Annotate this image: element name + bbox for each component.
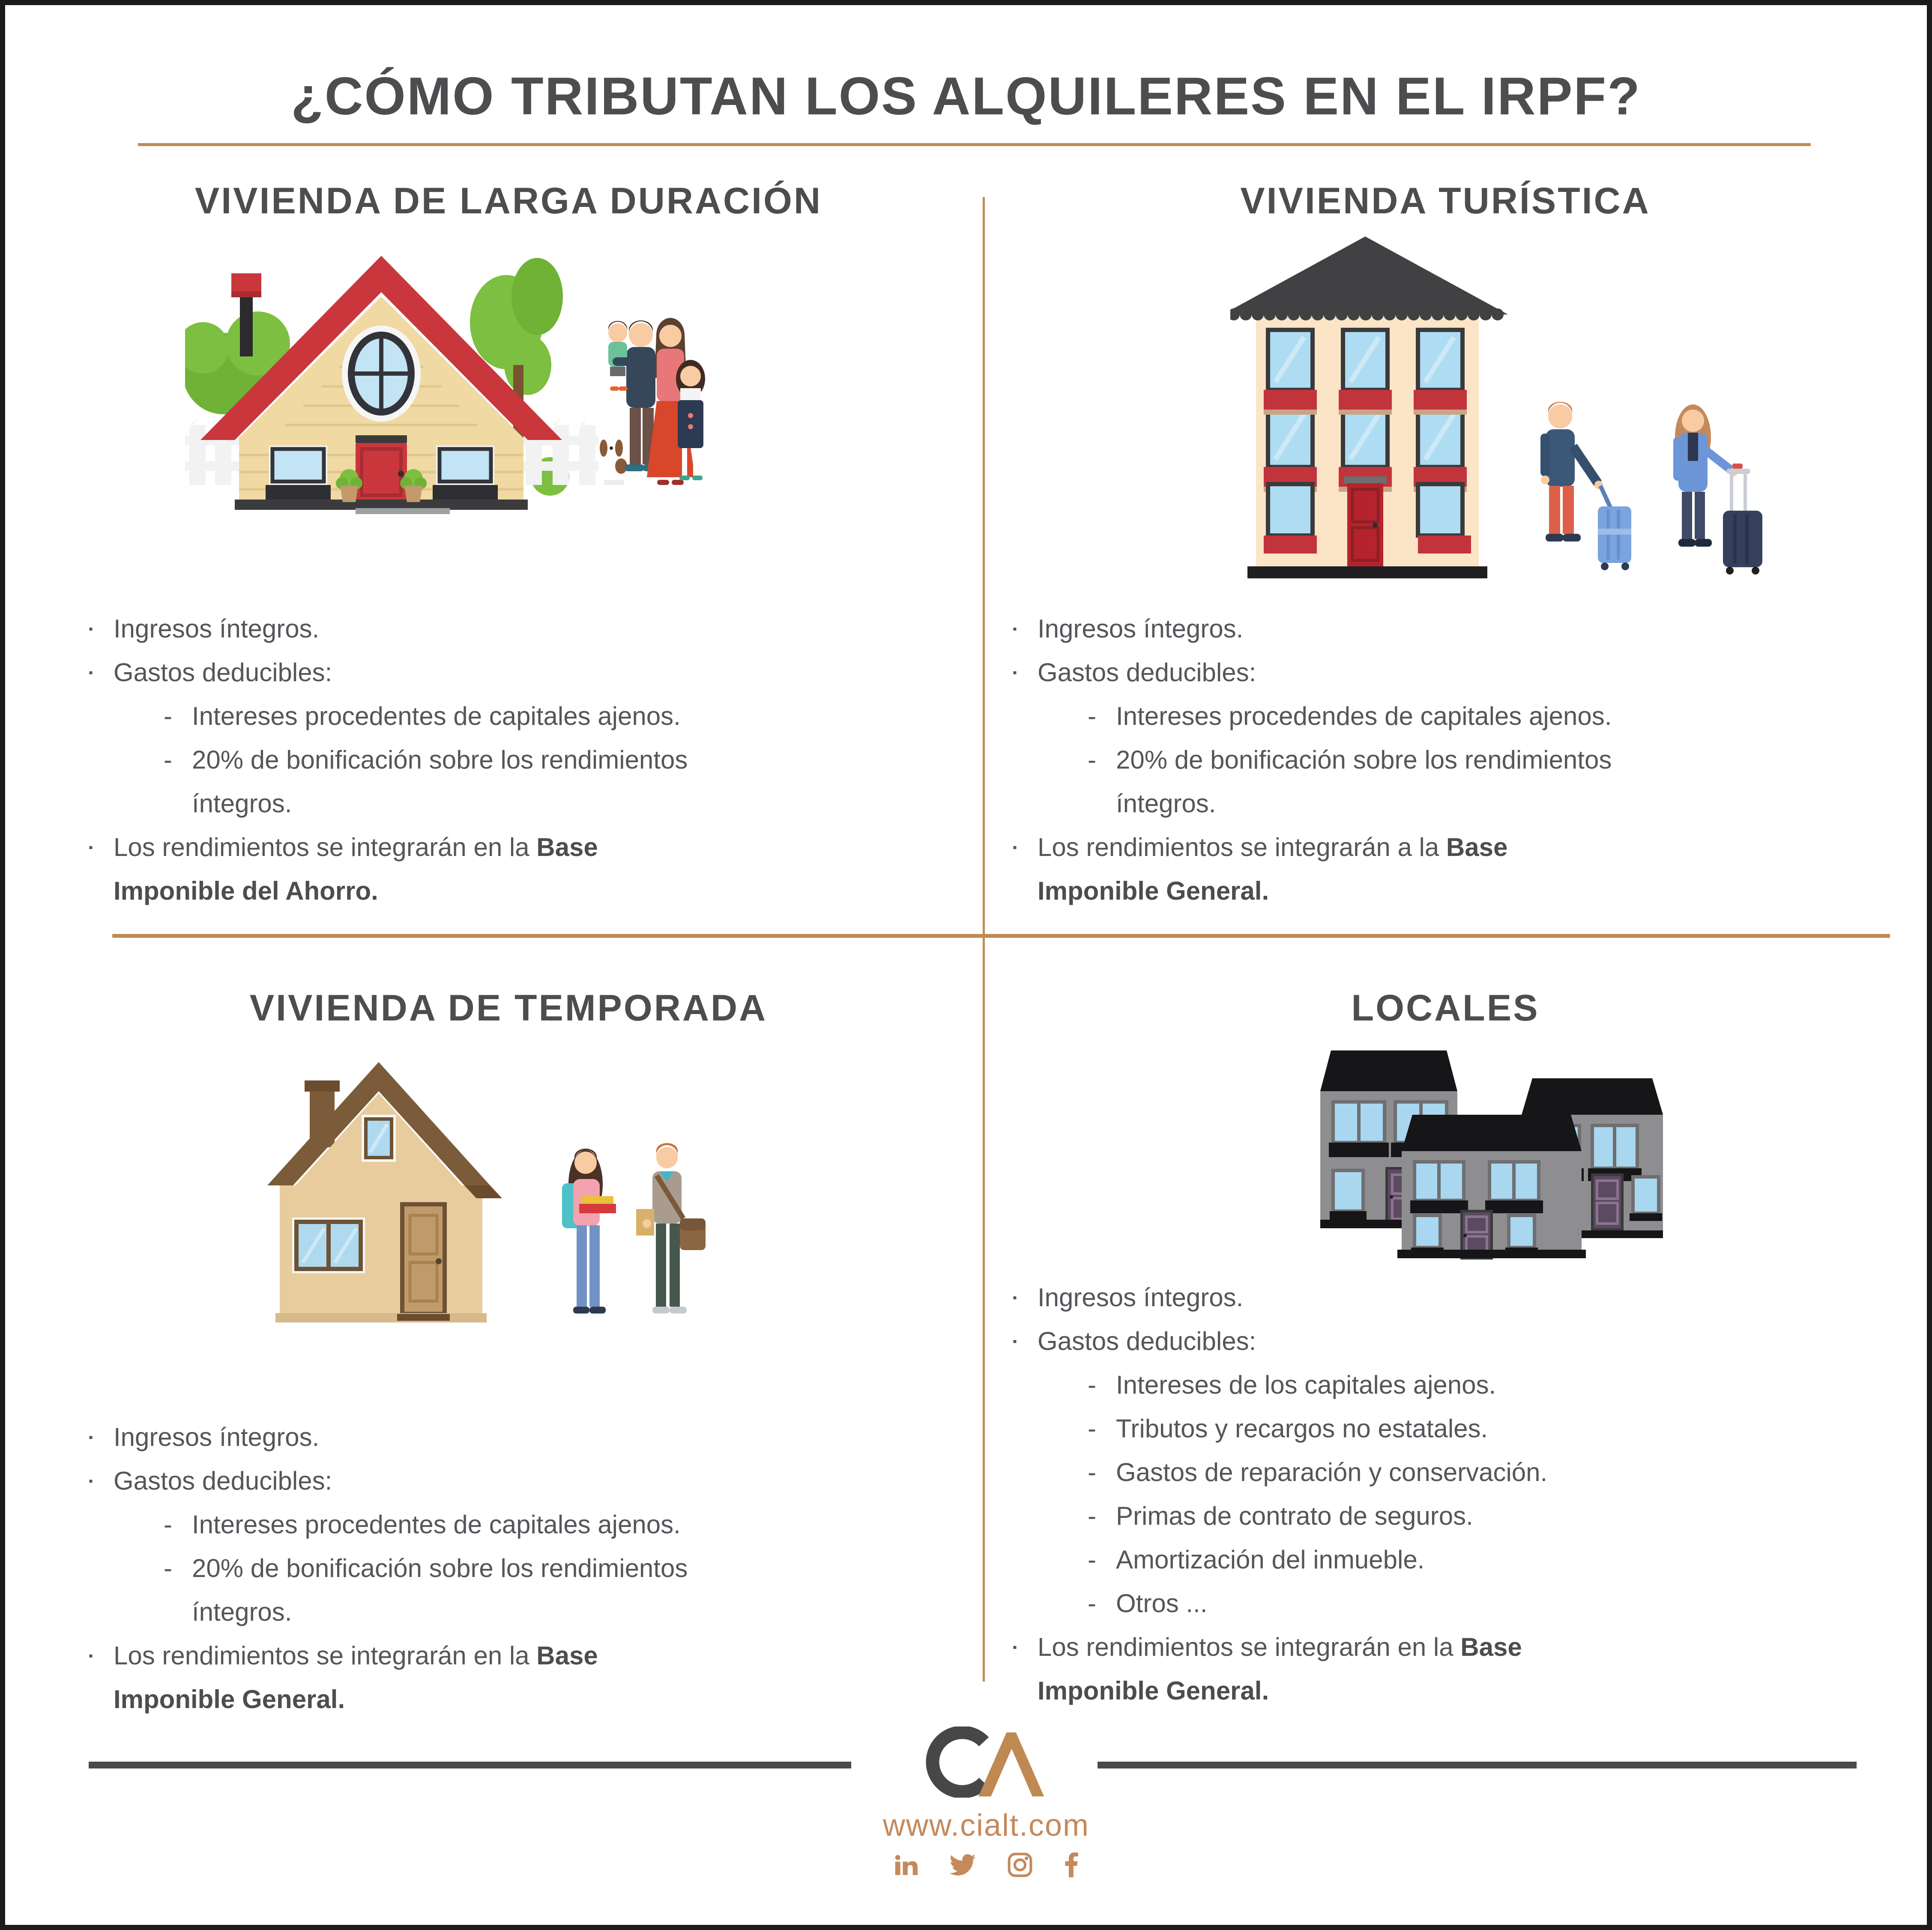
list-item-text: Gastos de reparación y conservación. xyxy=(1116,1458,1548,1487)
title-underline xyxy=(138,143,1811,146)
dash-marker: - xyxy=(1088,1589,1096,1618)
list-item: - Intereses procedentes de capitales ajen… xyxy=(164,1503,945,1547)
list-item-text: Gastos deducibles: xyxy=(114,1466,332,1495)
list-item-text: Los rendimientos se integrarán en la Bas… xyxy=(114,1641,598,1714)
bullet-marker: ▪ xyxy=(1013,841,1017,854)
list-item-text: Amortización del inmueble. xyxy=(1116,1545,1425,1574)
list-item-text: Gastos deducibles: xyxy=(1038,658,1256,687)
website-link[interactable]: www.cialt.com xyxy=(882,1808,1090,1843)
dash-marker: - xyxy=(1088,1545,1096,1574)
list-item: -20% de bonificación sobre los rendimien… xyxy=(164,738,945,826)
list-item-text: Tributos y recargos no estatales. xyxy=(1116,1414,1488,1443)
list-item: ▪ Ingresos íntegros. xyxy=(1013,1276,1904,1320)
vertical-divider xyxy=(983,197,985,1682)
list-item: ▪ Ingresos íntegros. xyxy=(1013,607,1904,651)
bullet-list-locales: ▪ Ingresos íntegros. ▪ Gastos deducibles: … xyxy=(1013,1276,1904,1713)
list-item: ▪ Gastos deducibles: xyxy=(1013,1320,1904,1363)
list-item: ▪ Los rendimientos se integrarán en la Ba… xyxy=(1013,1625,1904,1713)
list-item-text: Ingresos íntegros. xyxy=(1038,1283,1244,1312)
list-item: ▪ Los rendimientos se integrarán a la Bas… xyxy=(1013,826,1904,913)
bullet-marker: ▪ xyxy=(1013,1335,1017,1348)
list-item-text: Ingresos íntegros. xyxy=(114,1423,320,1451)
list-item: ▪ Ingresos íntegros. xyxy=(89,1415,945,1459)
dash-marker: - xyxy=(1088,702,1096,730)
list-item-text: Intereses de los capitales ajenos. xyxy=(1116,1370,1496,1399)
list-item-text: Intereses procedendes de capitales ajeno… xyxy=(1116,702,1612,730)
instagram-icon[interactable] xyxy=(1008,1852,1032,1877)
dash-marker: - xyxy=(1088,1458,1096,1487)
list-item: - Gastos de reparación y conservación. xyxy=(1088,1451,1904,1494)
list-item-text: 20% de bonificación sobre los rendimient… xyxy=(192,745,688,818)
list-item: ▪ Gastos deducibles: xyxy=(89,1459,945,1503)
footer-rule-left xyxy=(89,1762,851,1768)
bullet-marker: ▪ xyxy=(89,1649,93,1662)
list-item-text: Intereses procedentes de capitales ajeno… xyxy=(192,1510,681,1539)
list-item-text: Ingresos íntegros. xyxy=(1038,614,1244,643)
dash-marker: - xyxy=(164,702,172,730)
list-item: - Intereses de los capitales ajenos. xyxy=(1088,1363,1904,1407)
linkedin-icon[interactable] xyxy=(894,1854,918,1876)
dash-marker: - xyxy=(1088,1370,1096,1399)
section-heading-turistica: VIVIENDA TURÍSTICA xyxy=(1240,180,1651,221)
list-item-text: Intereses procedentes de capitales ajeno… xyxy=(192,702,681,730)
list-item: - Intereses procedentes de capitales ajen… xyxy=(164,694,945,738)
list-item: -20% de bonificación sobre los rendimien… xyxy=(164,1547,945,1634)
list-item: -20% de bonificación sobre los rendimien… xyxy=(1088,738,1904,826)
list-item: ▪ Gastos deducibles: xyxy=(89,651,945,694)
list-item: ▪ Ingresos íntegros. xyxy=(89,607,945,651)
list-item: - Otros ... xyxy=(1088,1582,1904,1625)
apartment-tourists-illustration xyxy=(1230,236,1762,578)
bullet-marker: ▪ xyxy=(89,1474,93,1487)
list-item: - Primas de contrato de seguros. xyxy=(1088,1494,1904,1538)
ca-logo xyxy=(926,1727,1044,1798)
house-students-illustration xyxy=(267,1062,706,1323)
bullet-marker: ▪ xyxy=(89,841,93,854)
list-item: ▪ Gastos deducibles: xyxy=(1013,651,1904,694)
bullet-list-temporada: ▪ Ingresos íntegros. ▪ Gastos deducibles: … xyxy=(89,1415,945,1721)
list-item: - Intereses procedendes de capitales ajen… xyxy=(1088,694,1904,738)
bullet-marker: ▪ xyxy=(1013,622,1017,635)
list-item-text: 20% de bonificación sobre los rendimient… xyxy=(192,1554,688,1626)
bullet-marker: ▪ xyxy=(1013,1291,1017,1304)
section-heading-locales: LOCALES xyxy=(1351,987,1540,1029)
dash-marker: - xyxy=(1088,1414,1096,1443)
dash-marker: - xyxy=(1088,1502,1096,1530)
section-heading-larga-duracion: VIVIENDA DE LARGA DURACIÓN xyxy=(194,180,822,221)
footer-rule-right xyxy=(1098,1762,1857,1768)
list-item: - Amortización del inmueble. xyxy=(1088,1538,1904,1582)
list-item: ▪ Los rendimientos se integrarán en la Ba… xyxy=(89,1634,945,1721)
bullet-list-larga-duracion: ▪ Ingresos íntegros. ▪ Gastos deducibles: … xyxy=(89,607,945,913)
commercial-buildings-illustration xyxy=(1320,1050,1663,1260)
page-title: ¿CÓMO TRIBUTAN LOS ALQUILERES EN EL IRPF… xyxy=(291,67,1641,126)
list-item-text: Otros ... xyxy=(1116,1589,1208,1618)
bullet-marker: ▪ xyxy=(1013,666,1017,679)
bullet-list-turistica: ▪ Ingresos íntegros. ▪ Gastos deducibles: … xyxy=(1013,607,1904,913)
section-heading-temporada: VIVIENDA DE TEMPORADA xyxy=(249,987,768,1029)
dash-marker: - xyxy=(164,1510,172,1539)
house-family-illustration xyxy=(185,256,705,514)
list-item-text: Gastos deducibles: xyxy=(114,658,332,687)
bullet-marker: ▪ xyxy=(1013,1640,1017,1654)
list-item-text: Ingresos íntegros. xyxy=(114,614,320,643)
dash-marker: - xyxy=(164,1554,172,1583)
list-item: - Tributos y recargos no estatales. xyxy=(1088,1407,1904,1451)
list-item-text: Los rendimientos se integrarán a la Base… xyxy=(1038,833,1508,905)
dash-marker: - xyxy=(1088,745,1096,774)
dash-marker: - xyxy=(164,745,172,774)
list-item-text: Los rendimientos se integrarán en la Bas… xyxy=(114,833,598,905)
list-item-text: 20% de bonificación sobre los rendimient… xyxy=(1116,745,1612,818)
list-item-text: Primas de contrato de seguros. xyxy=(1116,1502,1473,1530)
list-item-text: Los rendimientos se integrarán en la Bas… xyxy=(1038,1633,1522,1705)
list-item: ▪ Los rendimientos se integrarán en la Ba… xyxy=(89,826,945,913)
social-icons-row xyxy=(894,1846,1079,1883)
bullet-marker: ▪ xyxy=(89,666,93,679)
bullet-marker: ▪ xyxy=(89,622,93,635)
horizontal-divider xyxy=(112,934,1890,938)
twitter-icon[interactable] xyxy=(949,1854,976,1876)
bullet-marker: ▪ xyxy=(89,1430,93,1444)
list-item-text: Gastos deducibles: xyxy=(1038,1327,1256,1355)
facebook-icon[interactable] xyxy=(1064,1852,1079,1877)
